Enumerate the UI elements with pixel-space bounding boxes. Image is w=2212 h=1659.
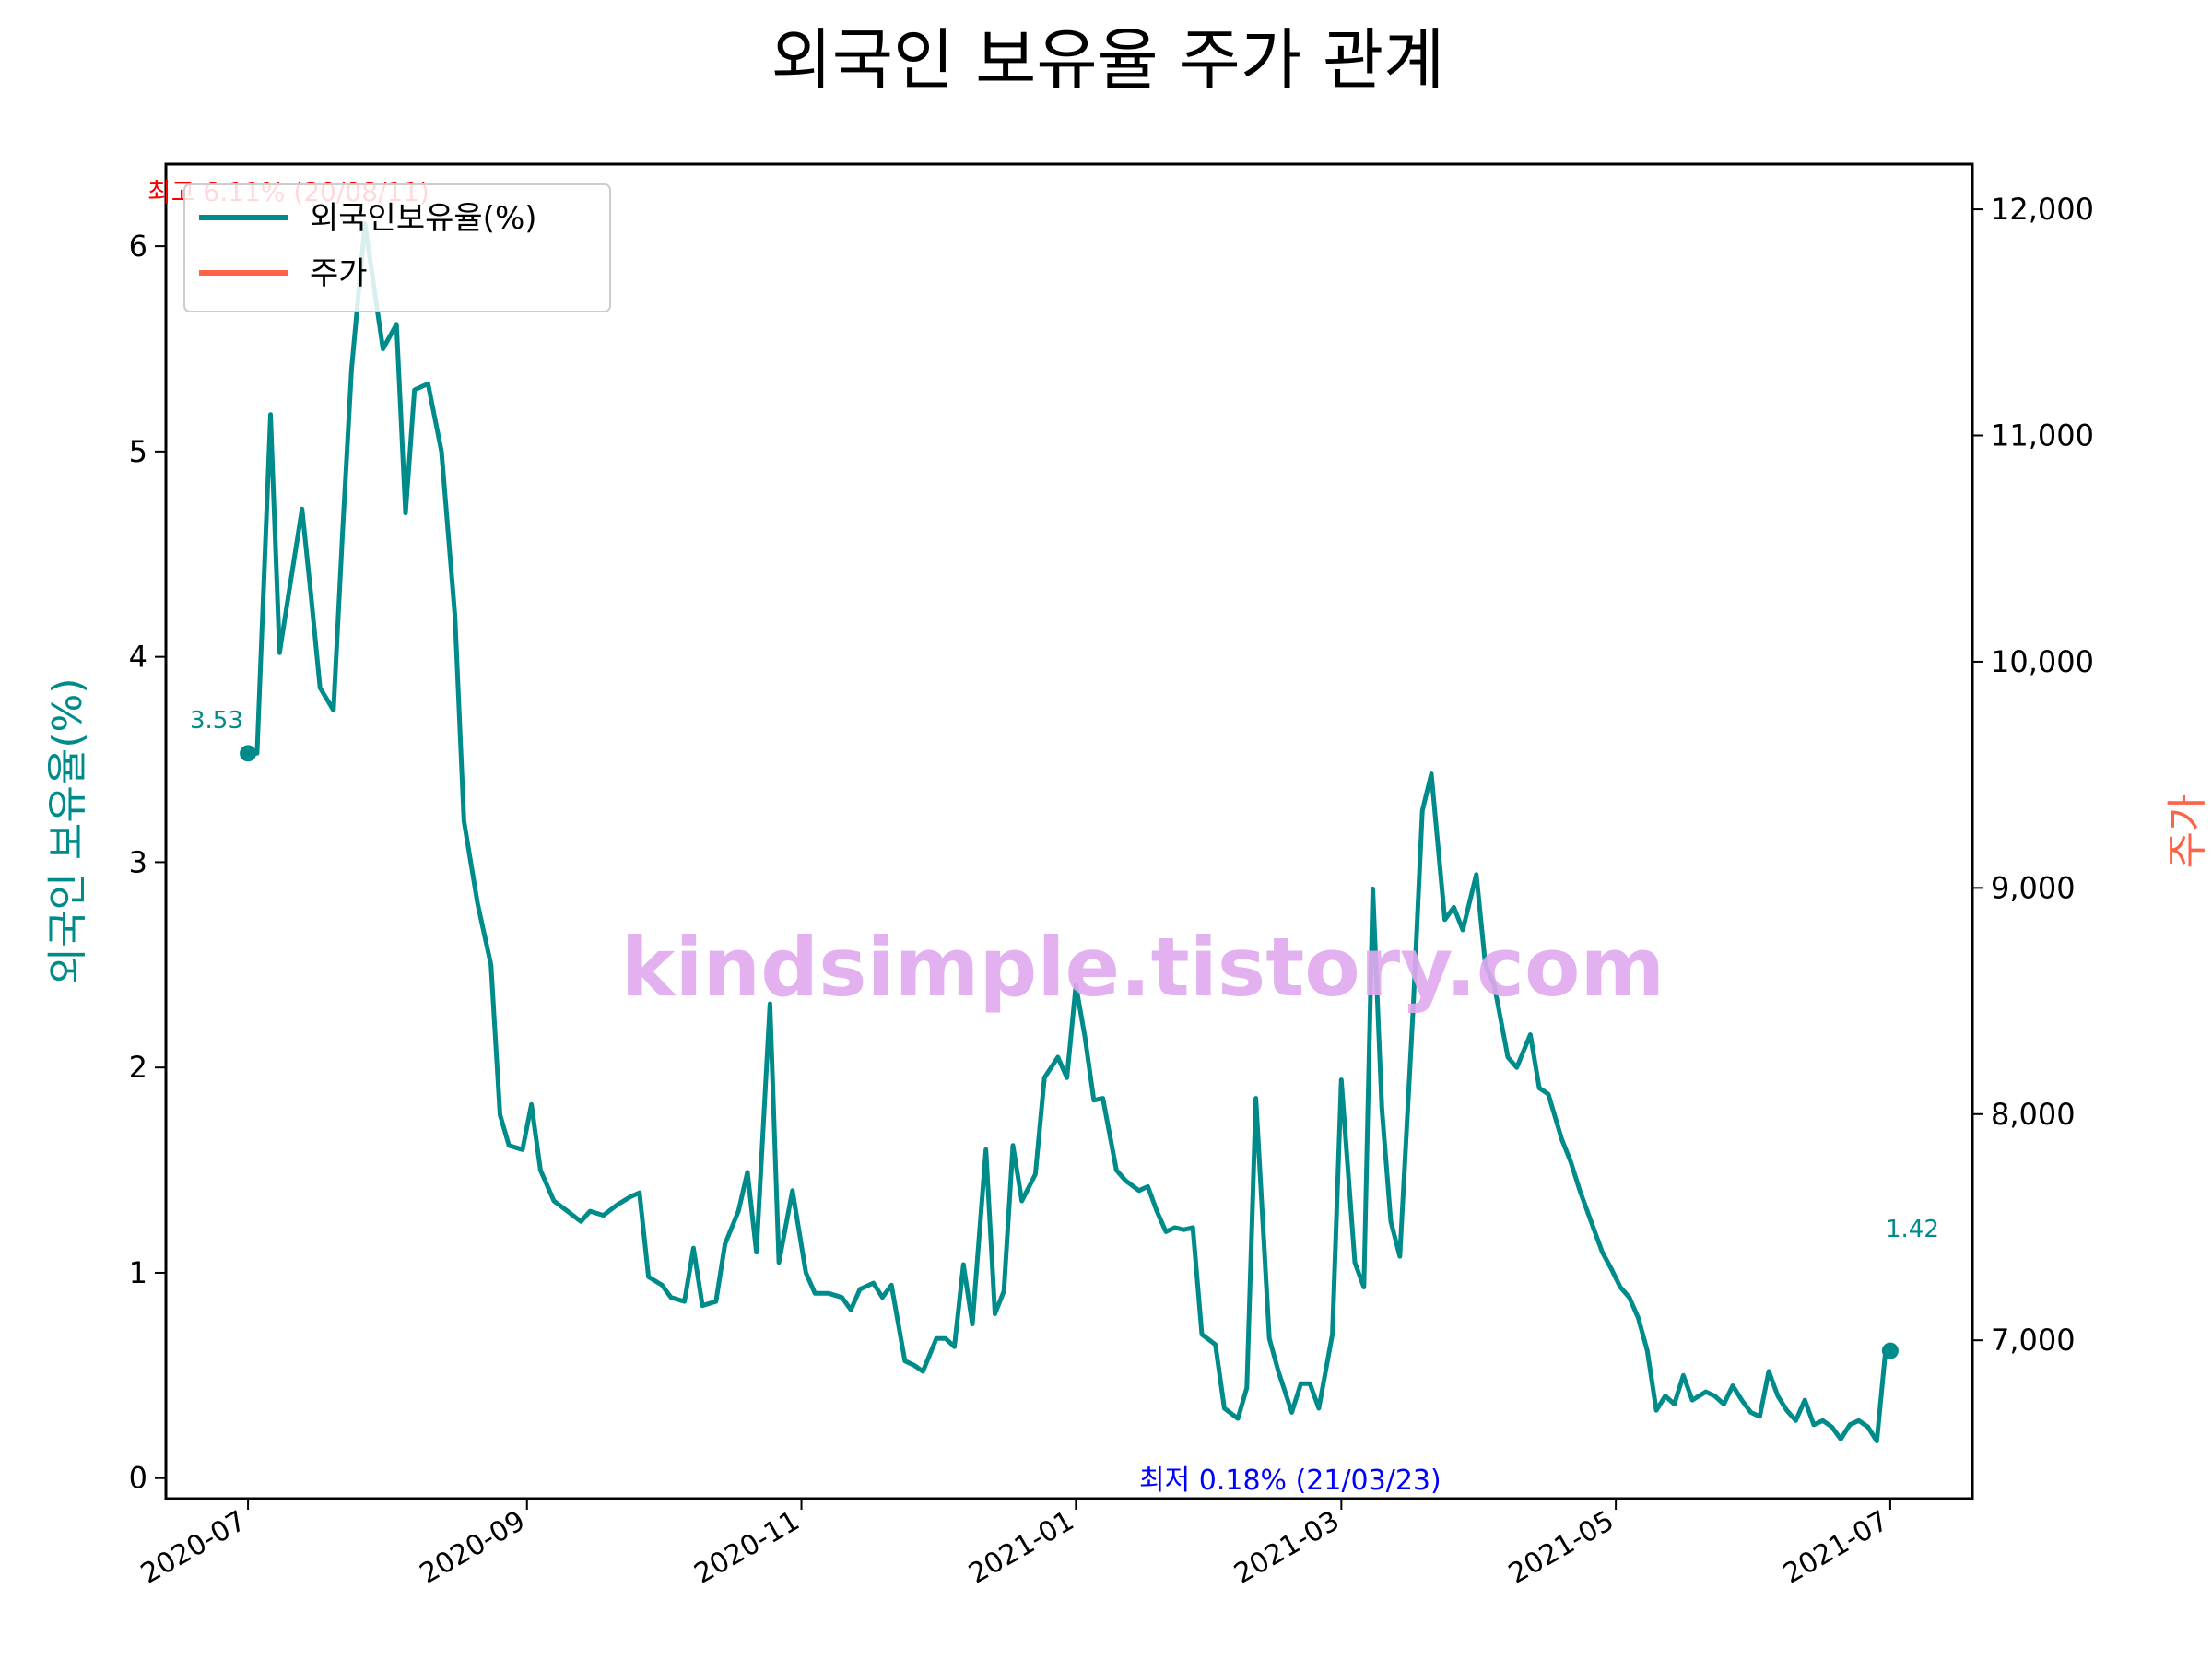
end-point-marker xyxy=(1881,1342,1899,1359)
y-left-tick-label: 1 xyxy=(129,1255,147,1290)
legend-box xyxy=(183,183,611,312)
legend: 외국인보유율(%) 주가 xyxy=(183,183,611,312)
legend-label-foreign: 외국인보유율(%) xyxy=(310,200,537,237)
plot-area xyxy=(240,221,1899,1444)
start-point-marker xyxy=(240,745,257,762)
y-left-tick-label: 2 xyxy=(129,1050,147,1085)
plot-frame xyxy=(164,162,1974,1500)
y-left-tick-label: 0 xyxy=(129,1461,147,1496)
start-value-label: 3.53 xyxy=(190,707,243,735)
y-right-tick-label: 9,000 xyxy=(1991,870,2076,905)
y-right-tick-label: 11,000 xyxy=(1991,418,2094,453)
y-left-tick-label: 6 xyxy=(129,229,147,264)
min-annotation: 최저 0.18% (21/03/23) xyxy=(1139,1465,1441,1497)
y-axis-left-label: 외국인 보유율(%) xyxy=(44,677,91,984)
y-right-tick-label: 8,000 xyxy=(1991,1097,2076,1132)
y-left-tick-label: 4 xyxy=(129,640,147,675)
y-left-tick-label: 5 xyxy=(129,434,147,469)
series-line-foreign xyxy=(248,221,1891,1444)
y-axis-right-label: 주가 xyxy=(2164,794,2211,869)
y-right-tick-label: 7,000 xyxy=(1991,1323,2076,1358)
y-left-tick-label: 3 xyxy=(129,844,147,879)
y-right-tick-label: 10,000 xyxy=(1991,644,2094,679)
y-right-tick-label: 12,000 xyxy=(1991,192,2094,227)
chart-title: 외국인 보유율 주가 관계 xyxy=(771,21,1444,99)
end-value-label: 1.42 xyxy=(1886,1216,1939,1243)
legend-label-price: 주가 xyxy=(310,255,368,292)
watermark: kindsimple.tistory.com xyxy=(621,920,1665,1015)
